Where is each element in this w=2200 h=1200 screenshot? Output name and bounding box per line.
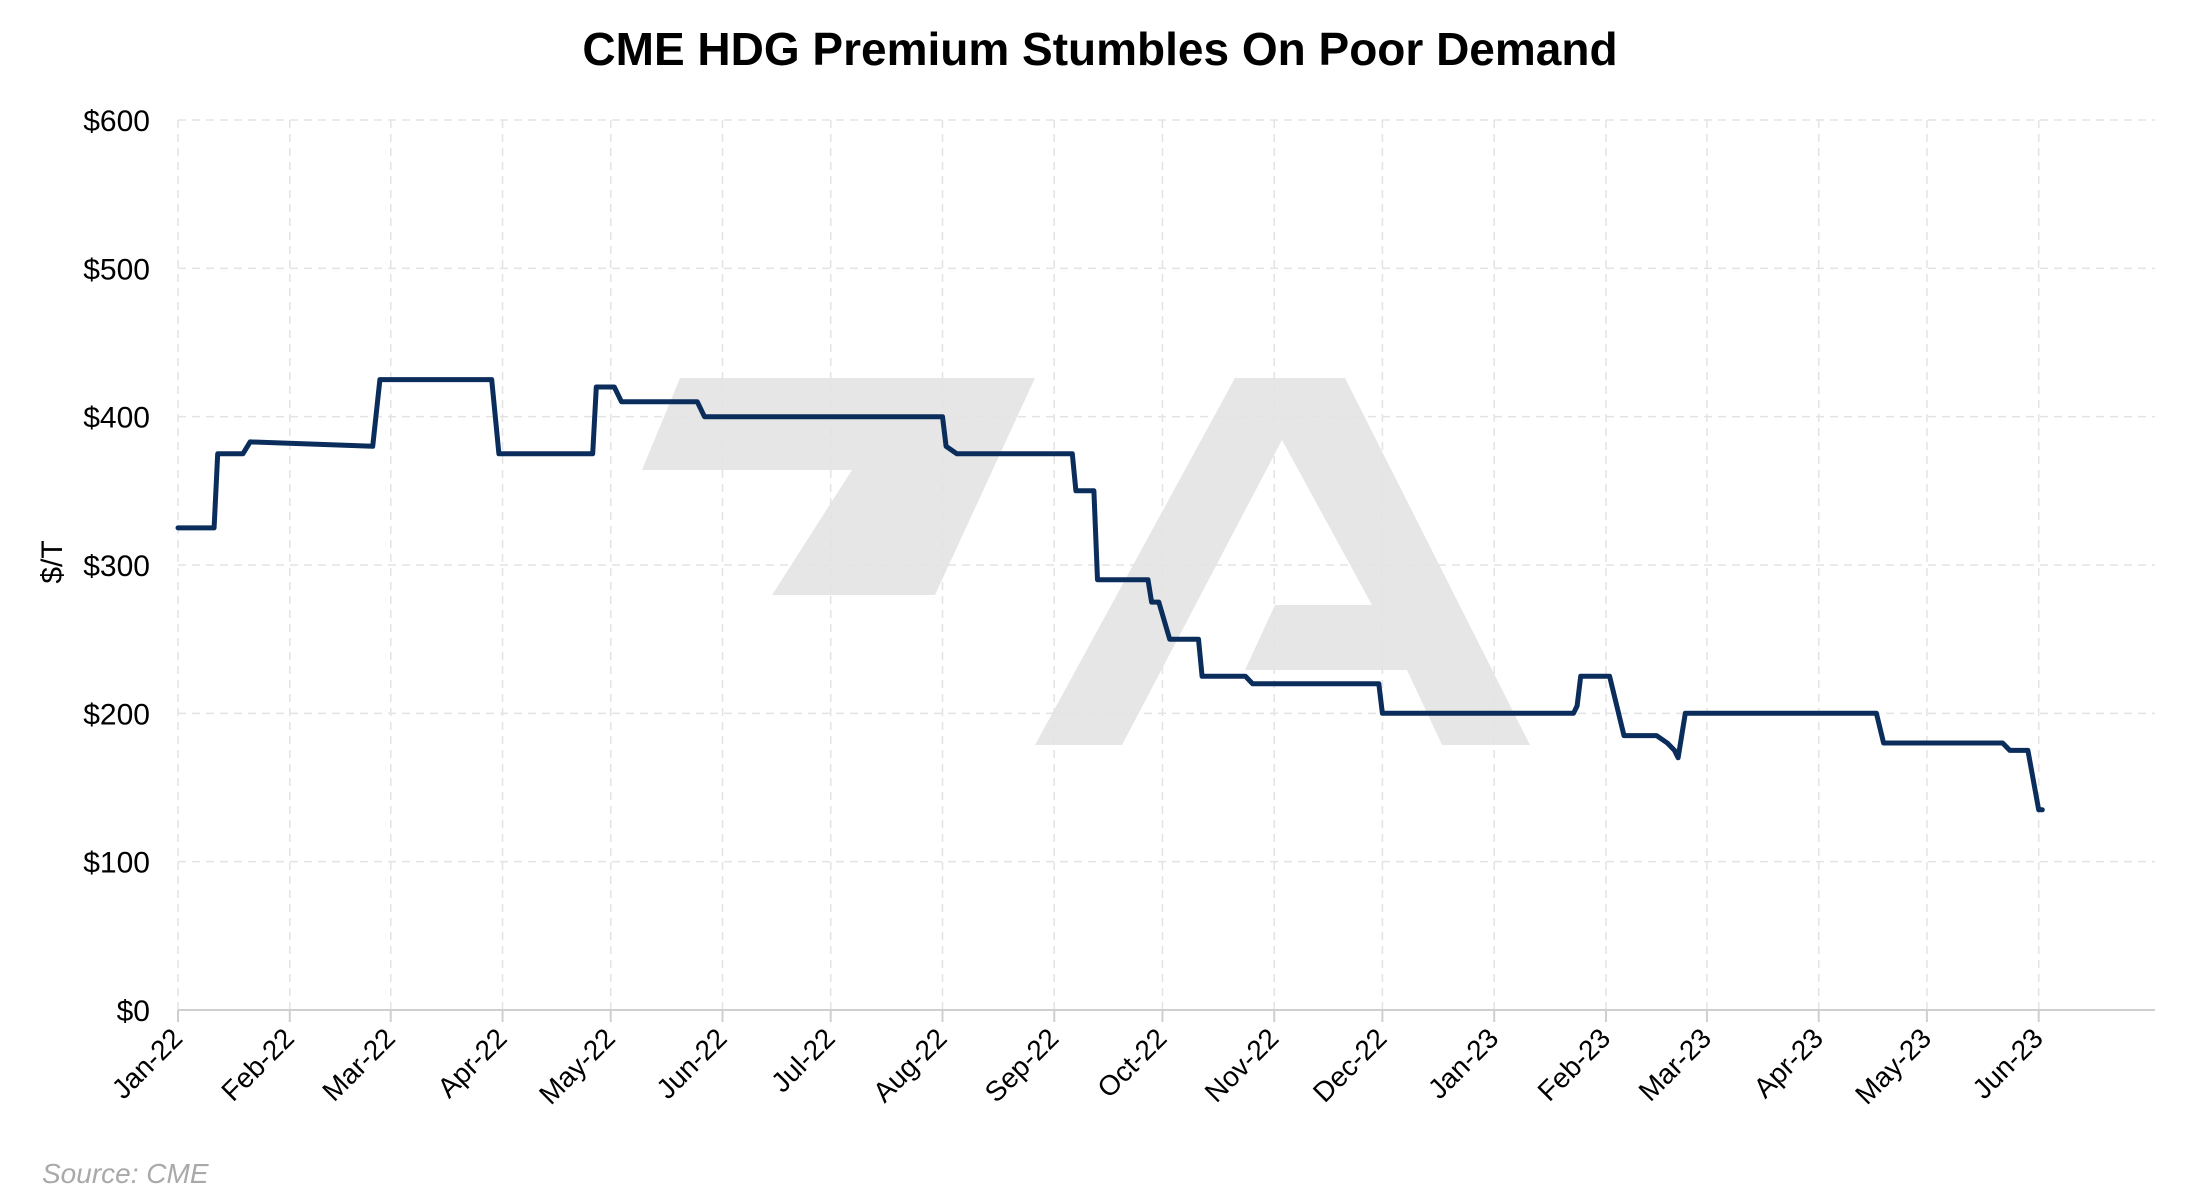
x-tick-labels: Jan-22 Feb-22 Mar-22 Apr-22 May-22 Jun-22 Jul-… bbox=[106, 1022, 2049, 1110]
x-tick-label: Jun-22 bbox=[650, 1022, 732, 1104]
series-layer bbox=[175, 377, 2045, 813]
axes bbox=[177, 1009, 2155, 1022]
x-tick-label: Dec-22 bbox=[1307, 1022, 1393, 1108]
x-tick-label: Feb-22 bbox=[215, 1022, 300, 1107]
x-tick-label: May-23 bbox=[1849, 1022, 1937, 1110]
chart-title: CME HDG Premium Stumbles On Poor Demand bbox=[582, 23, 1618, 75]
x-tick-label: Jun-23 bbox=[1966, 1022, 2048, 1104]
x-tick-label: Oct-22 bbox=[1091, 1022, 1172, 1103]
y-tick-label: $300 bbox=[83, 550, 150, 583]
source-note: Source: CME bbox=[42, 1158, 209, 1189]
x-tick-label: Feb-23 bbox=[1532, 1022, 1617, 1107]
x-tick-label: May-22 bbox=[533, 1022, 621, 1110]
y-tick-label: $400 bbox=[83, 402, 150, 435]
grid-lines bbox=[177, 119, 2155, 1010]
logo-watermark bbox=[642, 378, 1530, 745]
series-line bbox=[175, 377, 2045, 813]
y-tick-labels: $0 $100 $200 $300 $400 $500 $600 bbox=[83, 105, 150, 1028]
y-tick-label: $500 bbox=[83, 253, 150, 286]
x-tick-label: Mar-22 bbox=[316, 1022, 401, 1107]
x-tick-label: Apr-22 bbox=[431, 1022, 512, 1103]
x-tick-label: Jan-22 bbox=[106, 1022, 188, 1104]
x-tick-label: Aug-22 bbox=[867, 1022, 953, 1108]
y-tick-label: $100 bbox=[83, 847, 150, 880]
y-tick-label: $200 bbox=[83, 698, 150, 731]
x-tick-label: Jan-23 bbox=[1422, 1022, 1504, 1104]
x-tick-label: Sep-22 bbox=[979, 1022, 1065, 1108]
y-axis-label: $/T bbox=[36, 540, 69, 583]
x-tick-label: Mar-23 bbox=[1633, 1022, 1718, 1107]
y-tick-label: $0 bbox=[117, 995, 150, 1028]
x-tick-label: Jul-22 bbox=[765, 1022, 841, 1098]
x-tick-label: Nov-22 bbox=[1199, 1022, 1285, 1108]
y-tick-label: $600 bbox=[83, 105, 150, 138]
x-tick-label: Apr-23 bbox=[1748, 1022, 1829, 1103]
